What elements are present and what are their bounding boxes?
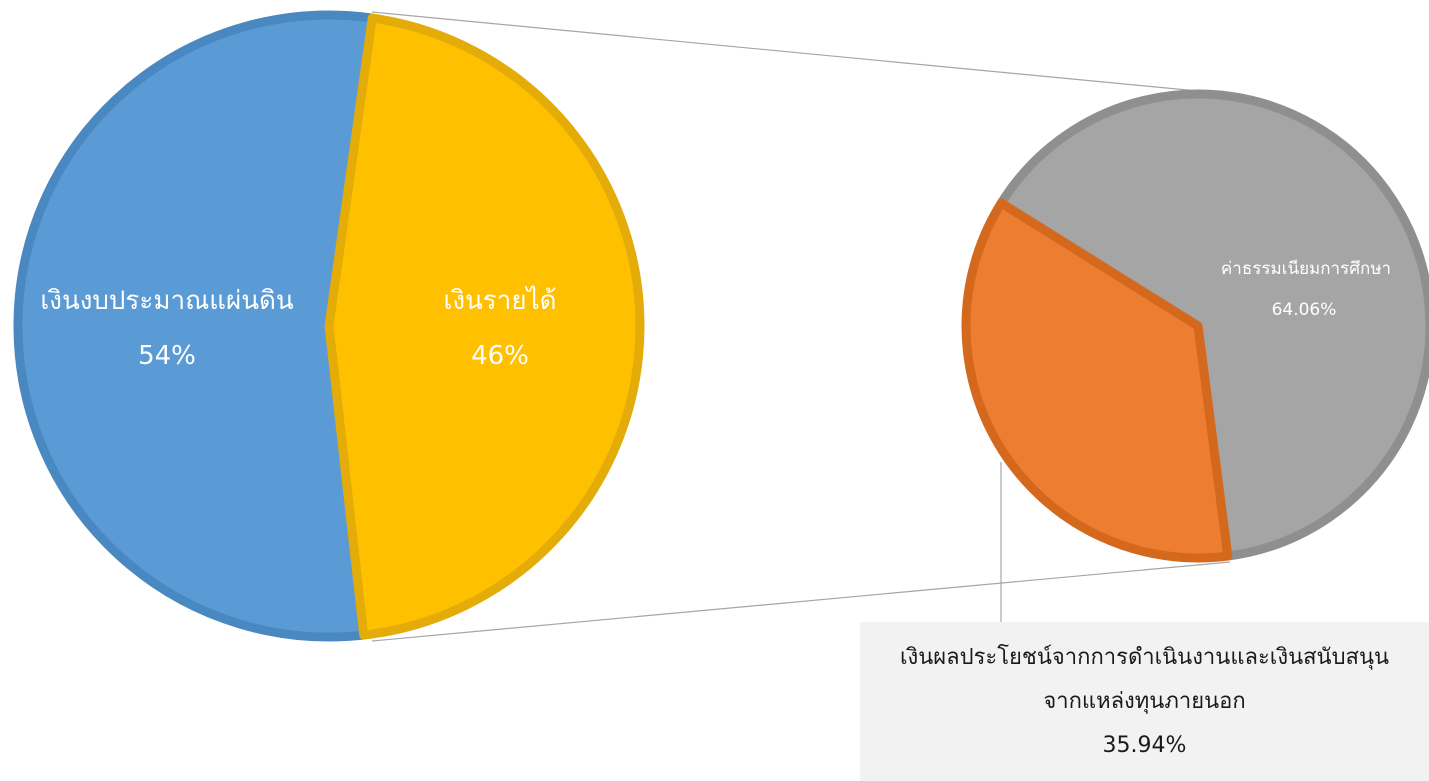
slice-budget[interactable] [13, 10, 377, 642]
callout-external-funding: เงินผลประโยชน์จากการดำเนินงานและเงินสนับ… [860, 622, 1429, 781]
callout-label-line-2: จากแหล่งทุนภายนอก [1043, 689, 1246, 714]
slice-external-funding[interactable] [961, 198, 1233, 563]
slice-value-income: 46% [471, 341, 529, 371]
slice-label-income: เงินรายได้ [443, 285, 556, 316]
slice-label-budget: เงินงบประมาณแผ่นดิน [40, 286, 293, 316]
callout-label-line-1: เงินผลประโยชน์จากการดำเนินงานและเงินสนับ… [899, 645, 1390, 670]
slice-value-budget: 54% [138, 341, 196, 371]
slice-income[interactable] [324, 13, 645, 640]
connector-line-bottom [371, 561, 1231, 642]
slice-tuition-fees[interactable] [996, 89, 1429, 561]
callout-value: 35.94% [1102, 733, 1187, 758]
connector-line-top [371, 11, 1209, 93]
slice-value-tuition-fees: 64.06% [1272, 300, 1337, 320]
slice-label-tuition-fees: ค่าธรรมเนียมการศึกษา [1221, 259, 1391, 279]
